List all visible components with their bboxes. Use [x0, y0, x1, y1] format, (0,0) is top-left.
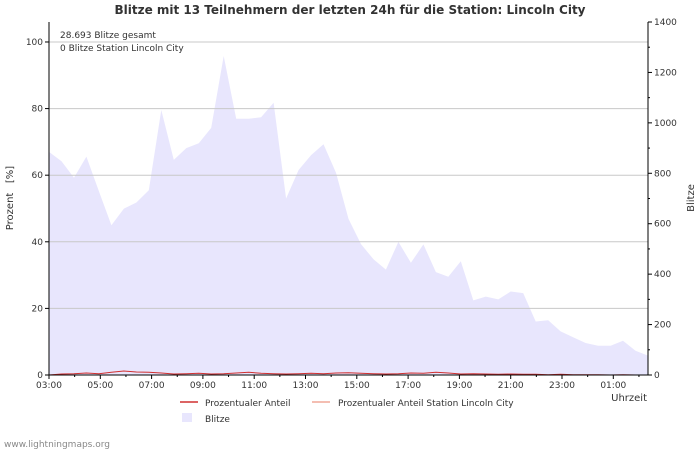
left-tick-label: 20 — [32, 304, 44, 314]
right-tick-label: 600 — [654, 220, 671, 230]
x-axis-label: Uhrzeit — [611, 393, 647, 404]
right-tick-label: 1200 — [654, 68, 677, 78]
left-tick-label: 40 — [32, 238, 44, 248]
x-tick-label: 05:00 — [87, 381, 113, 391]
grid-layer — [49, 41, 648, 309]
x-tick-label: 01:00 — [600, 381, 626, 391]
watermark: www.lightningmaps.org — [4, 440, 110, 450]
right-tick-label: 200 — [654, 321, 671, 331]
x-tick-label: 17:00 — [395, 381, 421, 391]
total-strikes-annotation: 28.693 Blitze gesamt — [60, 31, 156, 41]
right-tick-label: 1000 — [654, 119, 677, 129]
chart-title: Blitze mit 13 Teilnehmern der letzten 24… — [114, 3, 585, 17]
legend-label-blitze: Blitze — [205, 415, 230, 425]
x-tick-label: 11:00 — [241, 381, 267, 391]
right-tick-label: 1400 — [654, 18, 677, 28]
left-tick-label: 80 — [32, 105, 44, 115]
axis-layer: 020406080100020040060080010001200140003:… — [26, 18, 677, 391]
x-tick-label: 03:00 — [36, 381, 62, 391]
blitze-area — [49, 56, 648, 375]
x-tick-label: 15:00 — [344, 381, 370, 391]
x-tick-label: 07:00 — [139, 381, 165, 391]
legend: Prozentualer Anteil Prozentualer Anteil … — [180, 399, 514, 425]
right-tick-label: 800 — [654, 169, 671, 179]
left-tick-label: 100 — [26, 38, 43, 48]
x-tick-label: 21:00 — [498, 381, 524, 391]
x-tick-label: 19:00 — [446, 381, 472, 391]
legend-label-station: Prozentualer Anteil Station Lincoln City — [338, 399, 514, 409]
legend-swatch-blitze — [182, 413, 192, 422]
x-tick-label: 13:00 — [293, 381, 319, 391]
blitze-area-layer — [49, 56, 648, 375]
left-tick-label: 0 — [37, 371, 43, 381]
left-axis-label: Prozent [%] — [5, 166, 16, 230]
legend-label-anteil: Prozentualer Anteil — [205, 399, 291, 409]
right-tick-label: 400 — [654, 270, 671, 280]
left-tick-label: 60 — [32, 171, 44, 181]
station-strikes-annotation: 0 Blitze Station Lincoln City — [60, 44, 184, 54]
right-tick-label: 0 — [654, 371, 660, 381]
right-axis-label: Blitze — [686, 184, 697, 212]
x-tick-label: 23:00 — [549, 381, 575, 391]
x-tick-label: 09:00 — [190, 381, 216, 391]
